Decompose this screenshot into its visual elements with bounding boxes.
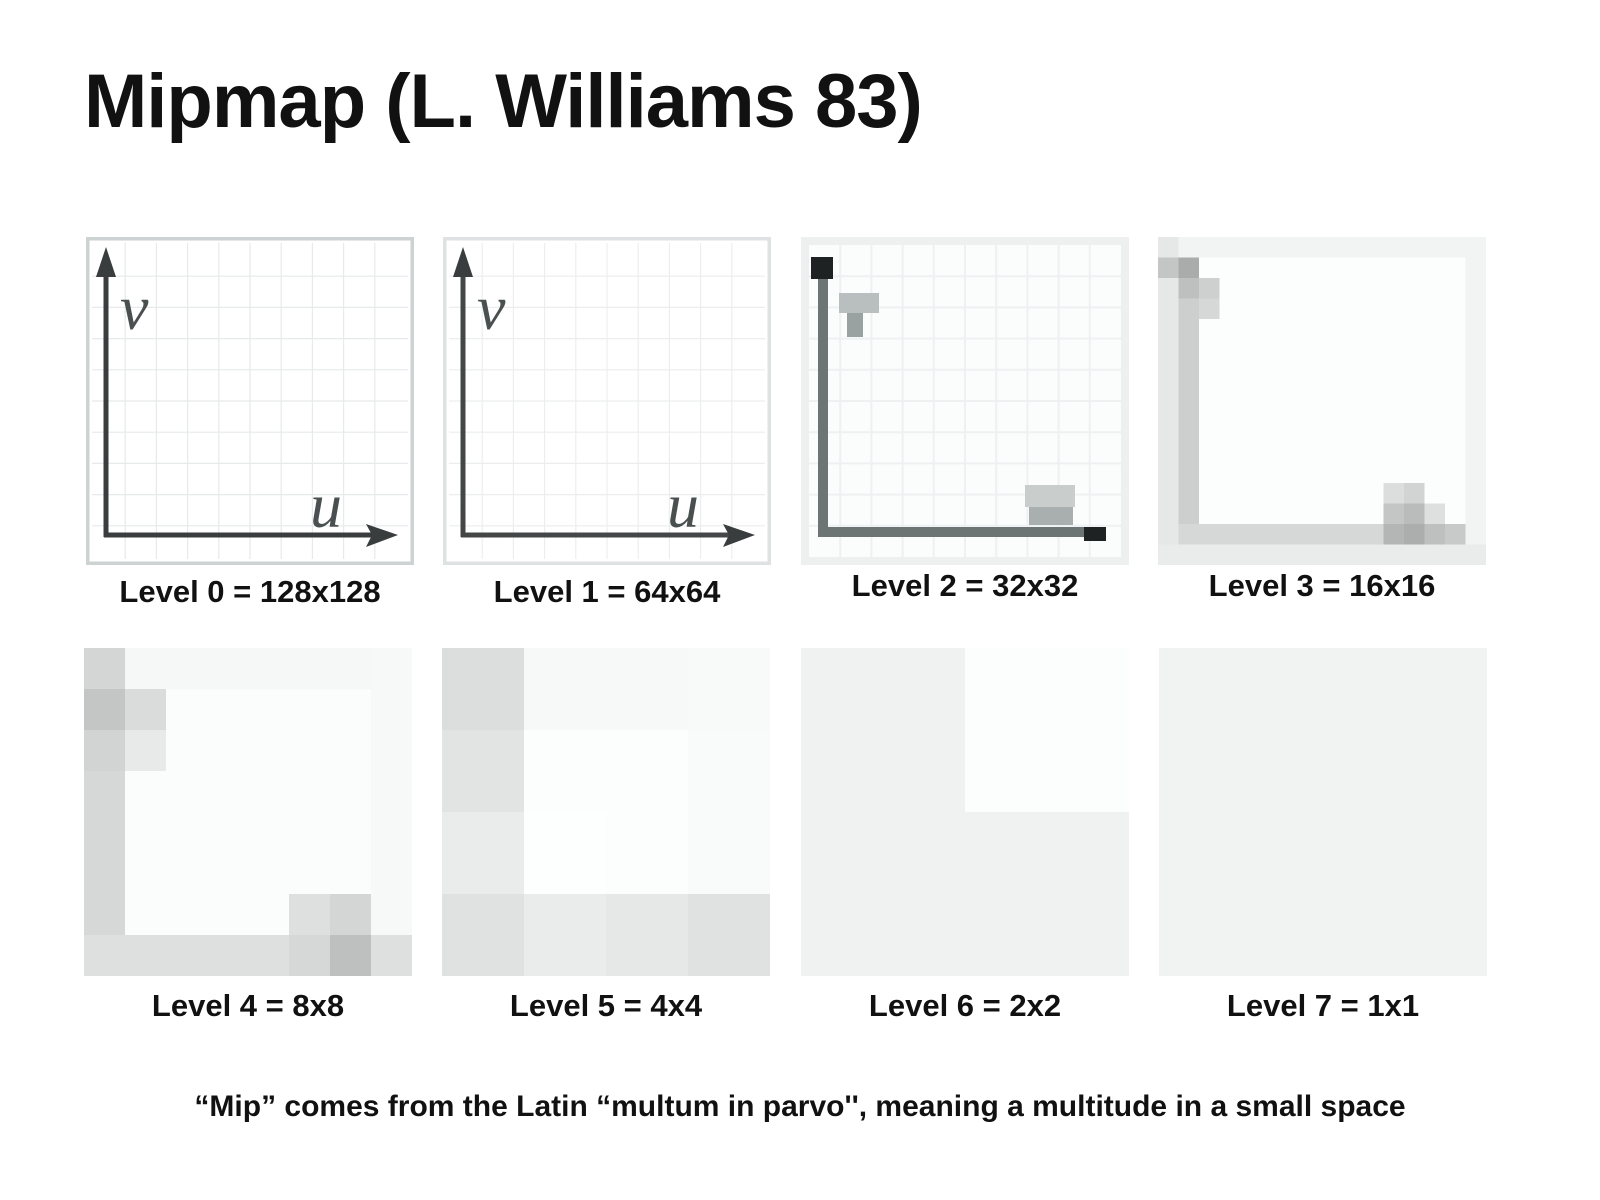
texture-pixels-8x8	[84, 648, 412, 976]
mip-level-4-label: Level 4 = 8x8	[151, 988, 345, 1023]
v-axis-label: v	[120, 272, 149, 343]
u-axis-label: u	[667, 470, 699, 541]
mip-level-0-label: Level 0 = 128x128	[119, 574, 381, 609]
texture-pixels-4x4	[442, 648, 770, 976]
v-axis-blocks	[818, 263, 828, 537]
u-axis-arrowhead	[366, 524, 398, 547]
u-axis-label: u	[310, 470, 342, 541]
uv-axes	[460, 271, 733, 538]
u-arrow-block	[1084, 527, 1106, 541]
u-letter-blocks	[1025, 485, 1075, 507]
mip-level-5-label: Level 5 = 4x4	[509, 988, 703, 1023]
mip-level-3-texture	[1158, 237, 1486, 565]
v-arrow-block	[811, 257, 833, 279]
mip-level-4-texture	[84, 648, 412, 976]
mip-level-6-texture	[801, 648, 1129, 976]
v-letter-blocks	[839, 293, 879, 313]
mip-level-2-label: Level 2 = 32x32	[851, 568, 1079, 603]
slide-title: Mipmap (L. Williams 83)	[84, 59, 923, 144]
mip-level-1-label: Level 1 = 64x64	[493, 574, 721, 609]
mip-etymology-footnote: “Mip” comes from the Latin “multum in pa…	[194, 1090, 1406, 1123]
texture-grid	[449, 243, 765, 559]
mip-level-7-texture	[1159, 648, 1487, 976]
mip-level-3-label: Level 3 = 16x16	[1208, 568, 1436, 603]
texture-grid	[92, 243, 408, 559]
v-axis-arrowhead	[453, 247, 473, 277]
uv-axes	[103, 271, 376, 538]
texture-pixels-2x2	[801, 648, 1129, 976]
v-axis-arrowhead	[96, 247, 116, 277]
v-axis-label: v	[477, 272, 506, 343]
u-axis-blocks	[818, 527, 1098, 537]
mip-level-6-label: Level 6 = 2x2	[868, 988, 1062, 1023]
mip-level-2-texture	[801, 237, 1129, 565]
mip-level-7-label: Level 7 = 1x1	[1226, 988, 1420, 1023]
u-axis-arrowhead	[723, 524, 755, 547]
mip-level-5-texture	[442, 648, 770, 976]
texture-pixels-16x16	[1158, 237, 1486, 565]
texture-pixels-1x1	[1159, 648, 1487, 976]
